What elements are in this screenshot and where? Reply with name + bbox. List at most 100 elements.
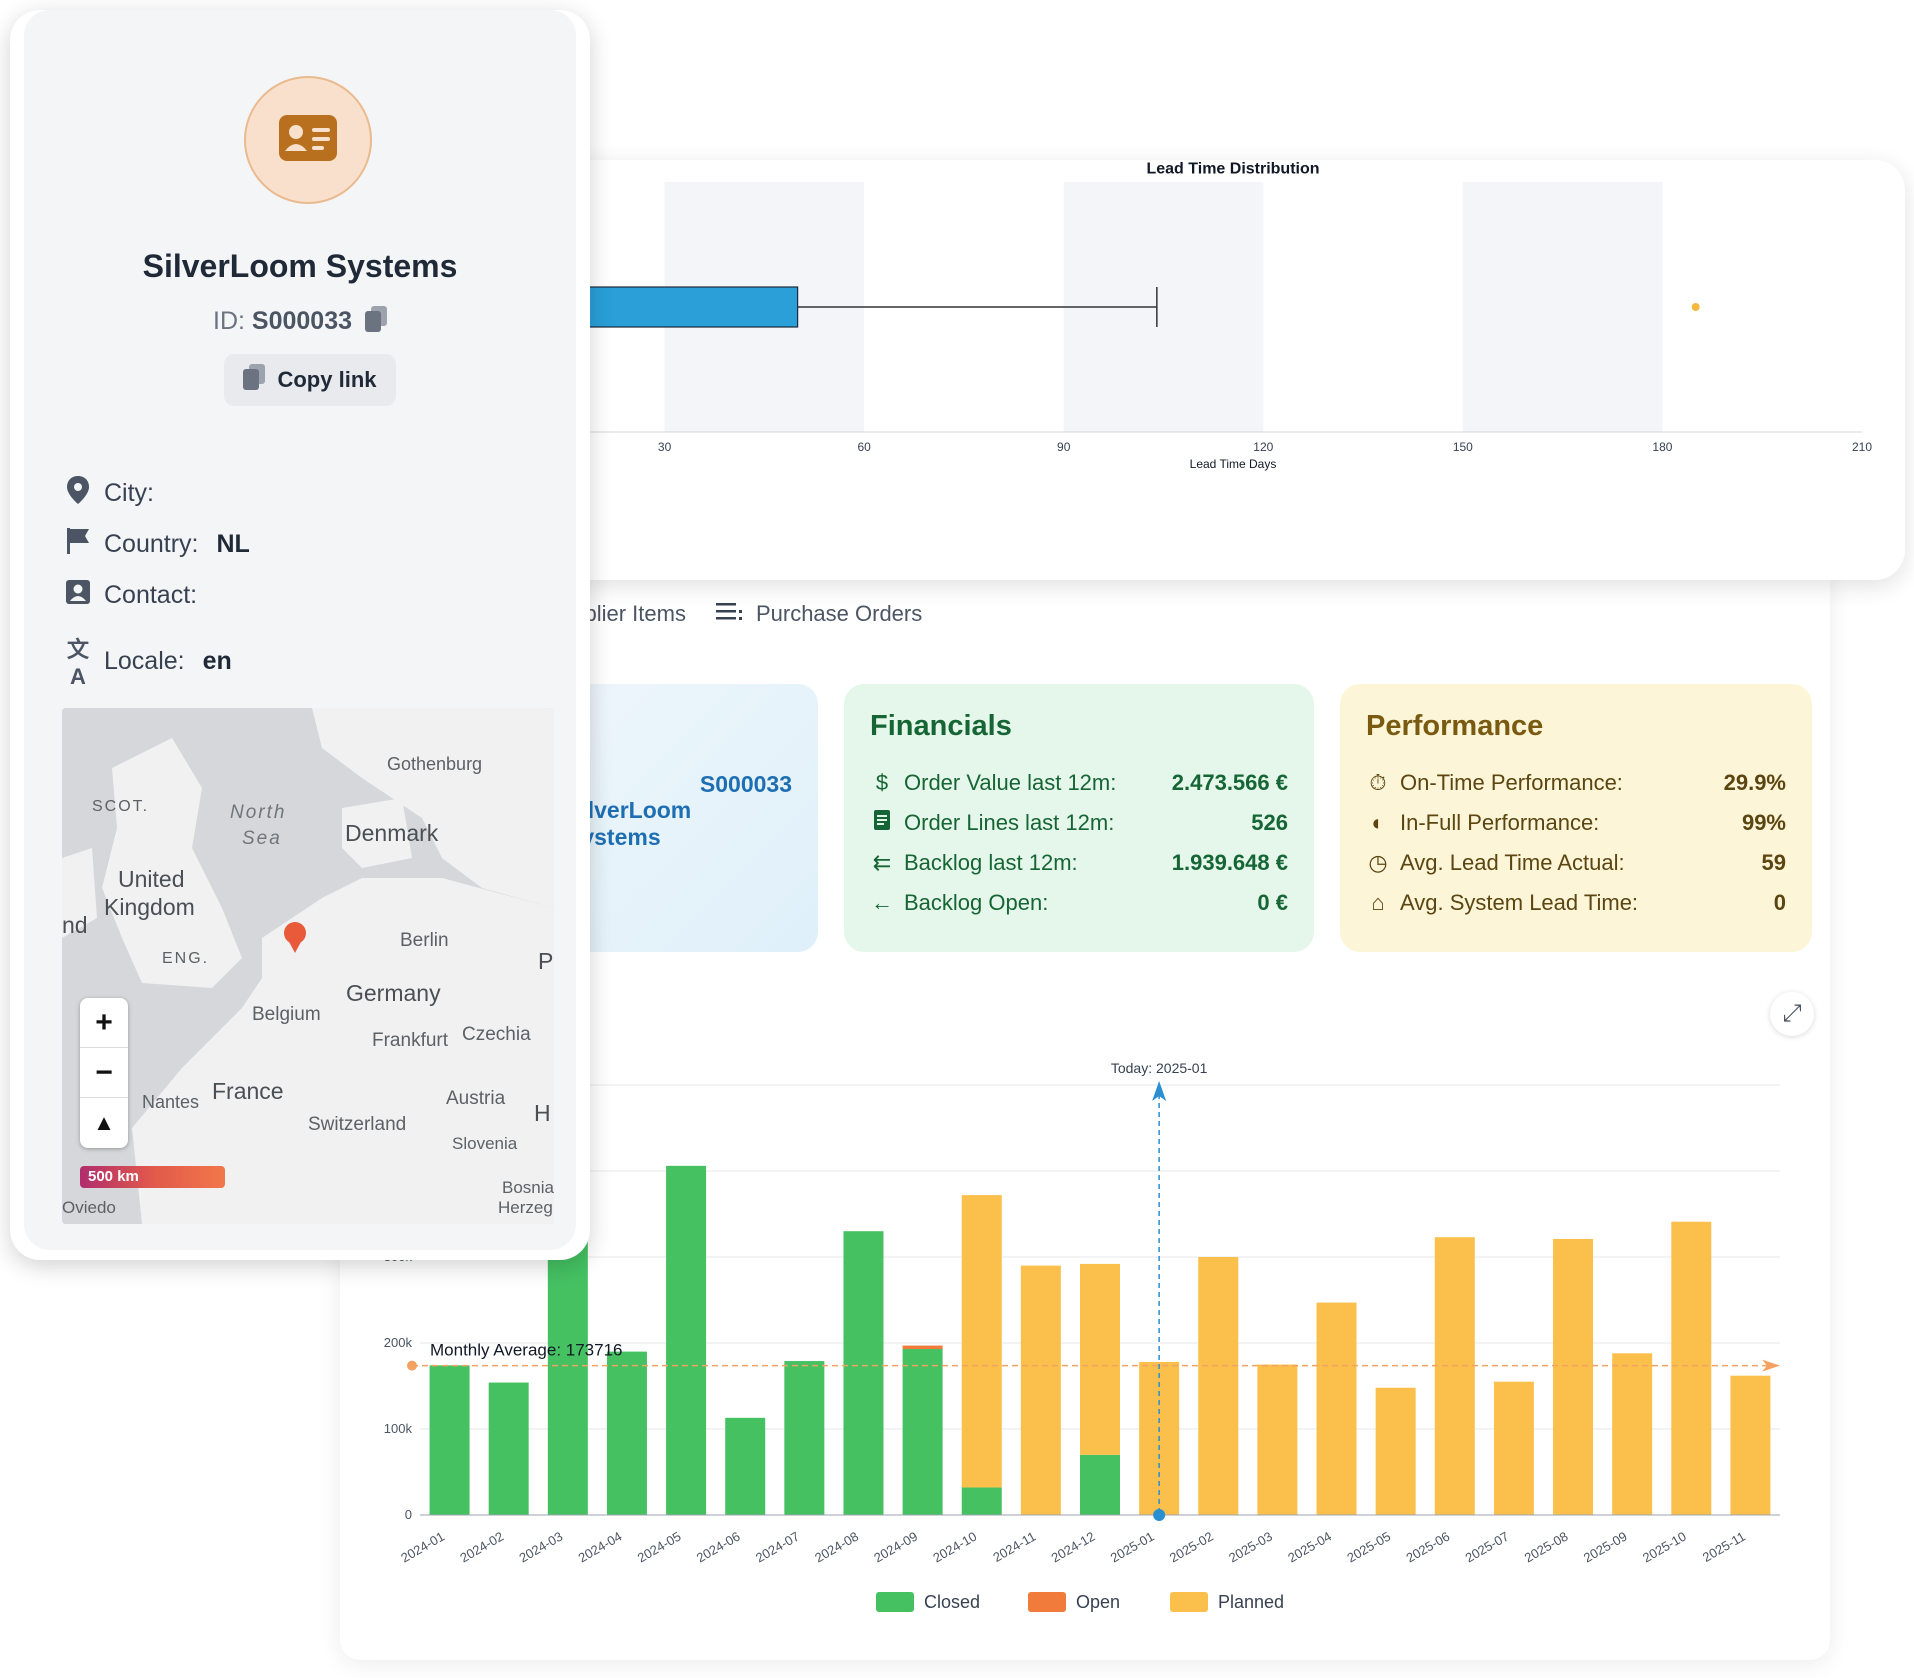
location-map[interactable]: Gothenburg SCOT. North Sea Denmark Unite…: [62, 708, 554, 1224]
compass-button[interactable]: ▲: [93, 1110, 115, 1135]
map-label: Nantes: [142, 1092, 200, 1112]
contact-row: Contact:: [64, 580, 215, 611]
map-label: Germany: [346, 980, 441, 1006]
monthly-order-chart: 0100k200k300k2024-012024-022024-032024-0…: [384, 1060, 1780, 1612]
zoom-in-button[interactable]: +: [80, 998, 128, 1048]
x-axis-label: Lead Time Days: [1190, 457, 1277, 471]
general-id-row: S000033: [566, 764, 792, 804]
copy-id-icon[interactable]: [364, 306, 387, 339]
document-icon: [870, 810, 894, 836]
x-tick-label: 60: [857, 440, 871, 454]
performance-value: 29.9%: [1723, 770, 1786, 795]
x-tick-label: 2024-11: [990, 1529, 1038, 1565]
x-tick-label: 2024-05: [635, 1529, 684, 1566]
x-tick-label: 150: [1453, 440, 1473, 454]
map-label: Gothenburg: [387, 754, 483, 774]
map-label: Slovenia: [452, 1134, 518, 1153]
bar-closed: [843, 1231, 884, 1515]
bar-closed: [961, 1487, 1002, 1515]
map-label: nd: [62, 912, 88, 938]
id-value: S000033: [251, 307, 353, 336]
legend-swatch: [1170, 1592, 1208, 1612]
id-card-icon: [279, 114, 337, 166]
financials-label: Order Value last 12m:: [904, 770, 1117, 795]
bar-planned: [961, 1195, 1002, 1488]
city-label: City:: [104, 479, 154, 507]
financials-row: ← Backlog Open: 0 €: [870, 883, 1288, 923]
bar-planned: [1257, 1364, 1298, 1515]
legend-label: Planned: [1218, 1592, 1284, 1612]
x-tick-label: 2024-12: [1049, 1529, 1098, 1566]
x-tick-label: 2024-07: [753, 1529, 802, 1566]
bar-planned: [1493, 1381, 1534, 1515]
x-tick-label: 2024-03: [517, 1529, 566, 1566]
performance-row: ⏱ On-Time Performance: 29.9%: [1366, 763, 1786, 803]
timer-icon: ⏱: [1369, 770, 1387, 795]
performance-value: 59: [1761, 850, 1786, 875]
copy-link-button[interactable]: Copy link: [224, 354, 396, 406]
x-tick-label: 2024-02: [457, 1529, 506, 1566]
zoom-out-button[interactable]: −: [80, 1048, 128, 1098]
lead-time-box-chart: 30 60 90 120 150 180 210 Lead Time Distribution…: [560, 160, 1872, 471]
map-label: Austria: [446, 1088, 506, 1109]
x-tick-label: 2024-10: [930, 1529, 979, 1566]
legend-swatch: [1028, 1592, 1066, 1612]
map-label: United: [118, 866, 185, 892]
bar-closed: [784, 1361, 825, 1515]
x-tick-label: 2025-02: [1167, 1529, 1216, 1566]
map-label: H: [534, 1100, 551, 1126]
legend-swatch: [876, 1592, 914, 1612]
financials-value: 1.939.648 €: [1171, 850, 1288, 875]
menu-lines-icon: [715, 600, 744, 628]
bar-planned: [1375, 1387, 1416, 1515]
dollar-icon: $: [875, 770, 889, 795]
map-label: Czechia: [462, 1024, 531, 1045]
map-label: Switzerland: [308, 1114, 407, 1135]
supplier-profile-card: SilverLoom Systems ID: S000033 Copy link…: [10, 10, 590, 1260]
outlier-point: [1691, 303, 1700, 311]
country-value: NL: [216, 530, 250, 558]
bar-planned: [1730, 1375, 1771, 1515]
copy-link-label: Copy link: [277, 367, 377, 392]
performance-value: 0: [1773, 890, 1786, 915]
x-tick-label: 30: [658, 440, 672, 454]
contact-label: Contact:: [104, 581, 198, 609]
x-tick-label: 2025-11: [1700, 1529, 1748, 1565]
flag-icon: [64, 528, 92, 561]
map-label: North: [230, 802, 287, 823]
x-tick-label: 2024-01: [398, 1529, 447, 1566]
lead-time-card: 30 60 90 120 150 180 210 Lead Time Distribution…: [560, 160, 1905, 580]
map-label: Frankfurt: [372, 1030, 449, 1051]
x-tick-label: 2025-06: [1403, 1529, 1452, 1566]
tab-bar: upplier Items Purchase Orders: [560, 600, 922, 628]
bar-closed: [429, 1365, 470, 1515]
expand-chart-button[interactable]: ⤢: [1770, 992, 1814, 1036]
x-tick-label: 2025-01: [1108, 1529, 1157, 1566]
financials-value: 2.473.566 €: [1171, 770, 1288, 795]
locale-row: 文A Locale: en: [64, 632, 232, 690]
copy-icon: [243, 364, 266, 396]
map-scale-bar: 500 km: [80, 1166, 225, 1188]
performance-row: ⌂ Avg. System Lead Time: 0: [1366, 883, 1786, 923]
performance-label: Avg. System Lead Time:: [1400, 890, 1639, 915]
y-tick-label: 0: [405, 1507, 412, 1522]
x-tick-label: 2024-08: [812, 1529, 861, 1566]
map-zoom-controls: + − ▲: [80, 998, 128, 1148]
home-clock-icon: ⌂: [1371, 890, 1385, 915]
today-label: Today: 2025-01: [1111, 1060, 1208, 1076]
backlog-icon: ⇇: [872, 850, 892, 875]
bar-closed: [666, 1165, 707, 1515]
bar-planned: [1080, 1263, 1120, 1455]
bar-closed: [902, 1349, 943, 1515]
bar-closed: [488, 1382, 529, 1515]
bar-closed: [725, 1417, 766, 1515]
bar-planned: [1612, 1353, 1653, 1515]
financials-label: Backlog last 12m:: [904, 850, 1078, 875]
performance-title: Performance: [1366, 710, 1544, 742]
legend-label: Closed: [924, 1592, 980, 1612]
performance-row: ◐ In-Full Performance: 99%: [1366, 803, 1786, 843]
performance-value: 99%: [1741, 810, 1786, 835]
financials-title: Financials: [870, 710, 1012, 742]
country-label: Country:: [104, 530, 199, 558]
tab-purchase-orders[interactable]: Purchase Orders: [715, 600, 922, 628]
